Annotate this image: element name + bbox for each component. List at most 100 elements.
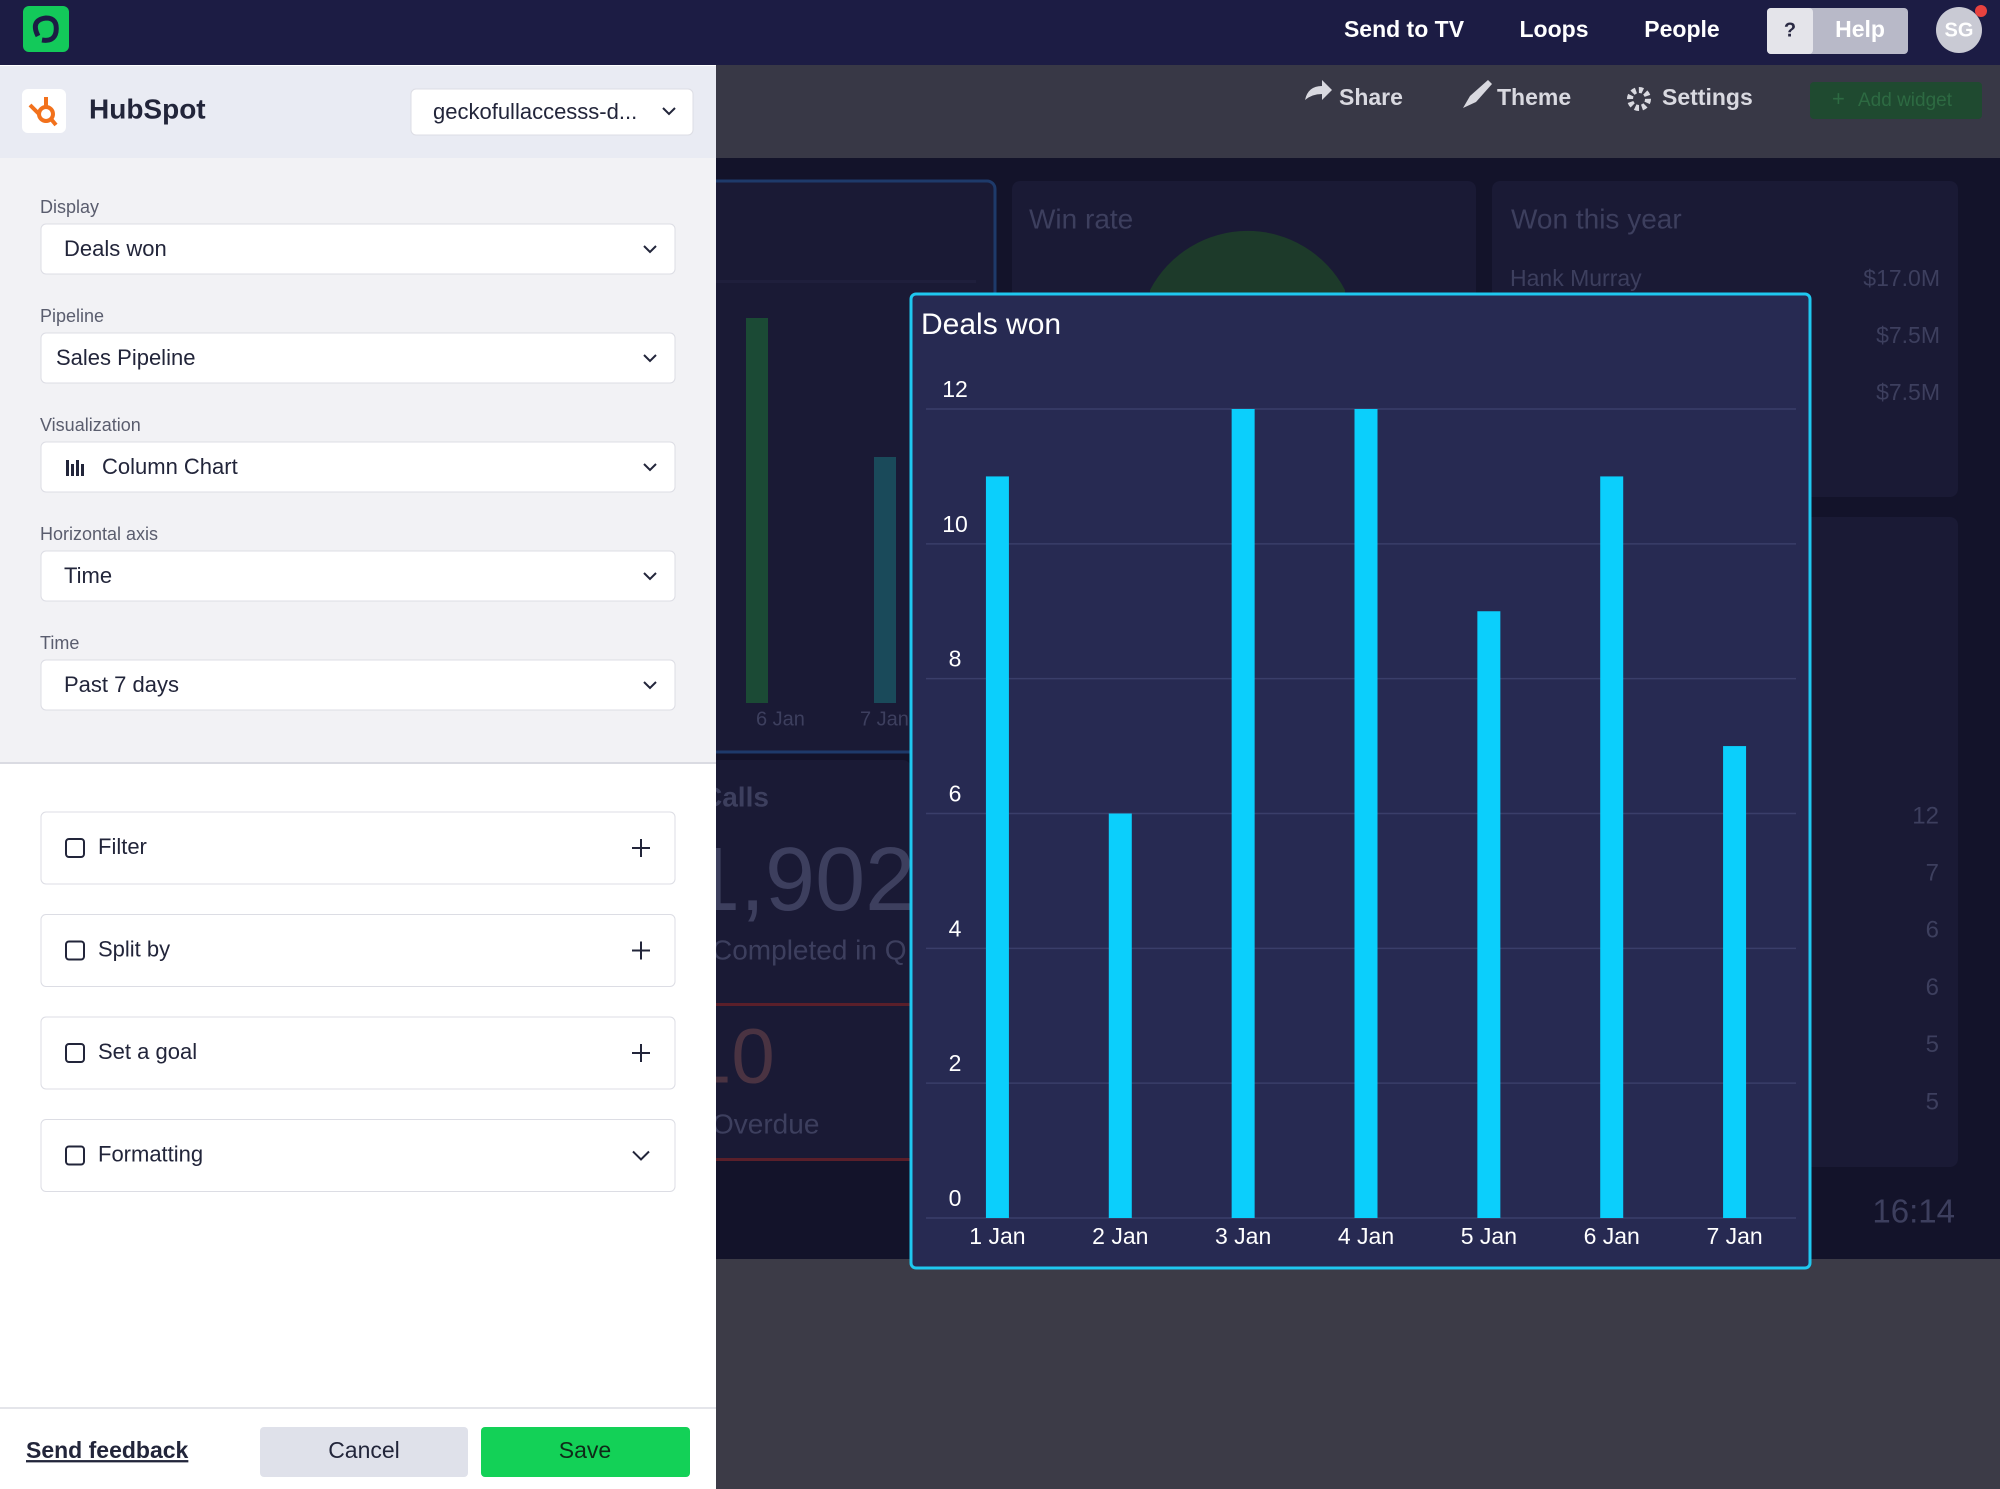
y-tick-label: 8 — [949, 646, 962, 672]
card-divider — [716, 1003, 911, 1006]
bar — [1723, 746, 1747, 1218]
leader-count: 6 — [1926, 974, 1939, 1001]
logo-mark — [32, 15, 59, 43]
theme-icon — [1463, 80, 1492, 108]
help-label[interactable]: Help — [1835, 16, 1885, 42]
add-widget-label[interactable]: Add widget — [1858, 90, 1953, 111]
save-label[interactable]: Save — [559, 1437, 611, 1463]
select-value[interactable]: Deals won — [64, 236, 167, 261]
leader-count: 7 — [1926, 860, 1939, 887]
card-divider — [716, 280, 976, 283]
chevron — [643, 463, 657, 472]
x-tick-label: 2 Jan — [1092, 1223, 1148, 1249]
chart-icon — [71, 464, 74, 476]
leader-value: $17.0M — [1863, 265, 1940, 291]
leader-count: 5 — [1926, 1031, 1939, 1058]
option-label[interactable]: Formatting — [98, 1141, 203, 1166]
feedback-link[interactable]: Send feedback — [26, 1437, 189, 1463]
field-label: Display — [40, 197, 99, 217]
theme-button[interactable]: Theme — [1497, 84, 1571, 110]
leader-count: 12 — [1912, 802, 1939, 829]
plus-icon — [632, 941, 650, 960]
option-label[interactable]: Split by — [98, 936, 170, 961]
field-label: Pipeline — [40, 306, 104, 326]
x-tick-label: 1 Jan — [969, 1223, 1025, 1249]
bar — [1108, 813, 1132, 1218]
select-value[interactable]: Column Chart — [102, 454, 238, 479]
option-label[interactable]: Set a goal — [98, 1039, 197, 1064]
y-tick-label: 2 — [949, 1050, 962, 1076]
help-badge: ? — [1784, 19, 1796, 41]
field-label: Visualization — [40, 415, 141, 435]
axis-label: 6 Jan — [756, 708, 805, 730]
y-tick-label: 12 — [942, 376, 968, 402]
select[interactable] — [40, 659, 676, 711]
help-badge-bg — [1767, 8, 1813, 54]
y-tick-label: 10 — [942, 511, 968, 537]
add-widget-button[interactable] — [1810, 82, 1982, 119]
select-value[interactable]: Time — [64, 563, 112, 588]
clock: 16:14 — [1872, 1193, 1955, 1230]
option-row[interactable] — [40, 914, 676, 987]
plus-icon: + — [1832, 86, 1845, 111]
chart-icon — [76, 460, 79, 476]
caption: Overdue — [712, 1108, 819, 1139]
cancel-button[interactable] — [260, 1427, 468, 1477]
option-row[interactable] — [40, 1119, 676, 1192]
chevron — [662, 107, 676, 116]
hubspot-mark — [28, 97, 58, 127]
select-value[interactable]: Past 7 days — [64, 672, 179, 697]
cancel-label[interactable]: Cancel — [328, 1437, 400, 1463]
option-row[interactable] — [40, 1016, 676, 1090]
avatar-initials: SG — [1945, 19, 1974, 41]
y-tick-label: 4 — [949, 915, 962, 941]
settings-icon — [1627, 87, 1651, 111]
chart-icon — [66, 460, 69, 476]
chevron — [643, 681, 657, 690]
y-tick-label: 0 — [949, 1185, 962, 1211]
leader-name: Hank Murray — [1510, 265, 1642, 291]
nav-link[interactable]: Send to TV — [1344, 16, 1465, 42]
leader-value: $7.5M — [1876, 322, 1940, 348]
select[interactable] — [40, 332, 676, 384]
caption: Completed in Q — [712, 934, 907, 965]
chart-title: Deals won — [921, 308, 1061, 341]
bar — [1477, 611, 1501, 1218]
bar — [985, 476, 1009, 1219]
chevron — [643, 245, 657, 254]
save-button[interactable] — [481, 1427, 690, 1477]
select[interactable] — [40, 223, 676, 275]
avatar[interactable] — [1936, 7, 1982, 53]
select[interactable] — [40, 550, 676, 602]
background-bar — [746, 318, 768, 703]
chart-icon — [81, 464, 84, 476]
background-gauge — [1150, 230, 1345, 293]
axis-label: 7 Jan — [860, 708, 909, 730]
account-name[interactable]: geckofullaccesss-d... — [433, 99, 637, 124]
x-tick-label: 7 Jan — [1706, 1223, 1762, 1249]
settings-button[interactable]: Settings — [1662, 84, 1753, 110]
plus-icon — [632, 839, 650, 857]
account-select[interactable] — [410, 88, 694, 136]
x-tick-label: 6 Jan — [1584, 1223, 1640, 1249]
option-label[interactable]: Filter — [98, 834, 147, 859]
x-tick-label: 3 Jan — [1215, 1223, 1271, 1249]
top-nav — [0, 0, 2000, 65]
share-button[interactable]: Share — [1339, 84, 1403, 110]
field-label: Horizontal axis — [40, 524, 158, 544]
nav-link[interactable]: People — [1644, 16, 1719, 42]
option-row[interactable] — [40, 811, 676, 885]
select-value[interactable]: Sales Pipeline — [56, 345, 195, 370]
field-label: Time — [40, 633, 79, 653]
card-title: Win rate — [1029, 203, 1133, 234]
nav-link[interactable]: Loops — [1520, 16, 1589, 42]
big-number: 1,902 — [690, 830, 915, 930]
select[interactable] — [40, 441, 676, 493]
x-tick-label: 4 Jan — [1338, 1223, 1394, 1249]
bar — [1600, 476, 1624, 1219]
bar — [1231, 409, 1255, 1218]
chevron — [643, 572, 657, 581]
logo[interactable] — [23, 6, 69, 52]
